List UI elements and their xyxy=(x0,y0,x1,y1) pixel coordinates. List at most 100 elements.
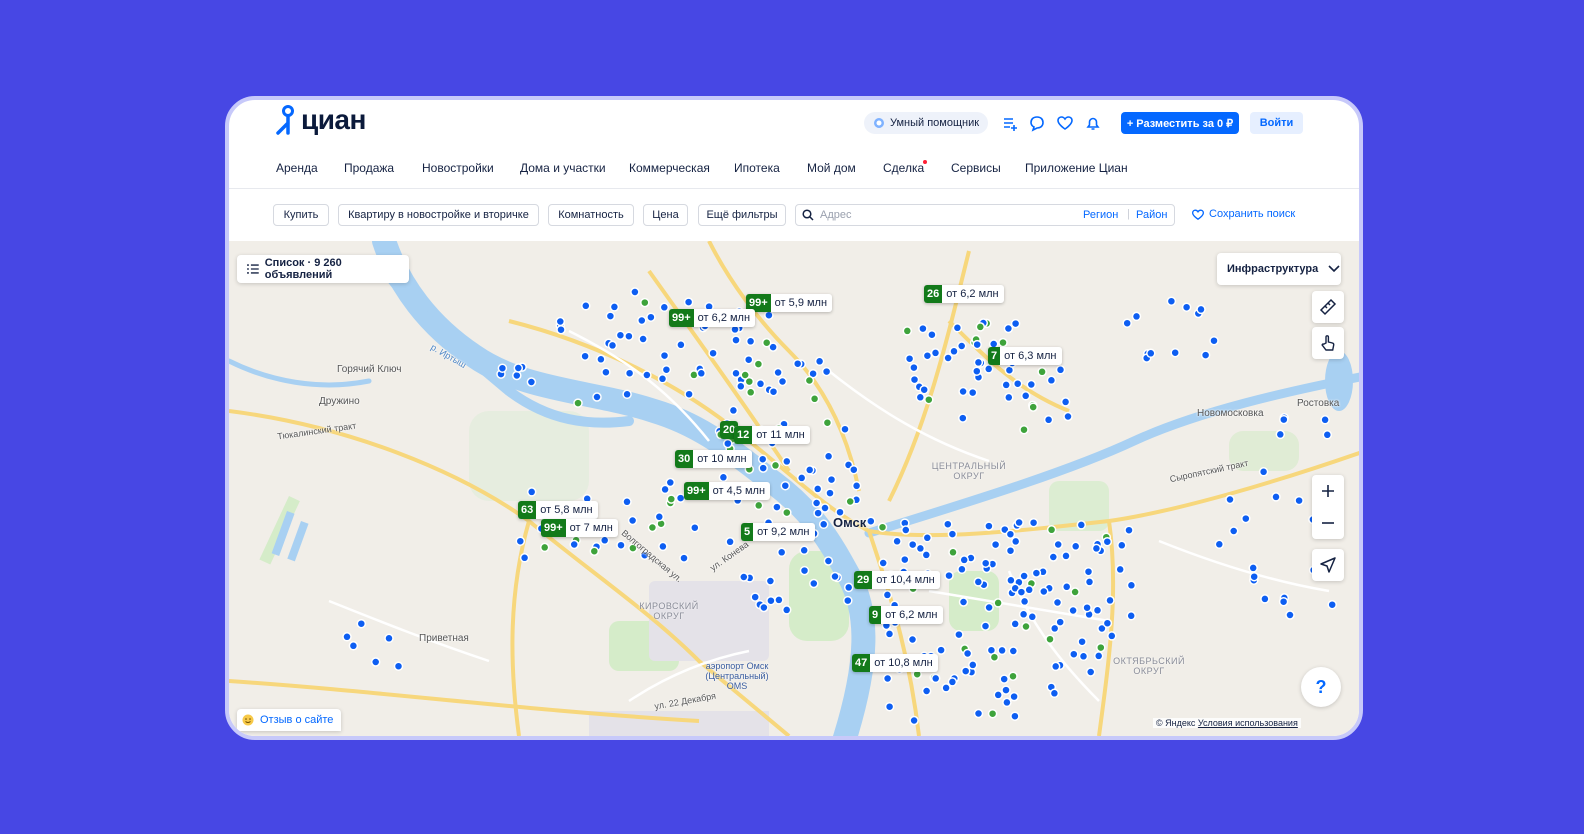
listing-dot[interactable] xyxy=(573,398,583,408)
listing-dot[interactable] xyxy=(773,367,783,378)
listing-dot[interactable] xyxy=(921,550,932,560)
listing-dot[interactable] xyxy=(1209,335,1219,346)
map[interactable]: Горячий Ключ Дружино Тюкалинский тракт П… xyxy=(229,241,1359,736)
listing-dot[interactable] xyxy=(1126,580,1137,591)
filter-button[interactable]: Цена xyxy=(643,204,688,226)
listing-dot[interactable] xyxy=(882,673,893,684)
listing-dot[interactable] xyxy=(1278,596,1289,607)
listing-dot[interactable] xyxy=(907,539,918,550)
listing-dot[interactable] xyxy=(1012,378,1023,389)
terms-link[interactable]: Условия использования xyxy=(1197,718,1298,728)
listing-dot[interactable] xyxy=(814,356,825,367)
listing-dot[interactable] xyxy=(930,348,941,358)
listing-dot[interactable] xyxy=(744,376,755,387)
listing-dot[interactable] xyxy=(1046,525,1057,535)
nav-item[interactable]: Ипотека xyxy=(734,161,780,175)
listing-dot[interactable] xyxy=(884,629,895,639)
listing-dot[interactable] xyxy=(539,542,550,553)
listing-dot[interactable] xyxy=(348,641,359,651)
listing-dot[interactable] xyxy=(1248,563,1258,573)
listing-dot[interactable] xyxy=(1055,365,1066,375)
listing-dot[interactable] xyxy=(983,364,994,374)
listing-dot[interactable] xyxy=(384,633,394,644)
listing-dot[interactable] xyxy=(750,592,760,602)
price-marker[interactable]: 7 от 6,3 млн xyxy=(988,347,1062,365)
listing-dot[interactable] xyxy=(993,690,1003,700)
nav-item[interactable]: Новостройки xyxy=(422,161,494,175)
listing-dot[interactable] xyxy=(1097,623,1107,634)
listing-dot[interactable] xyxy=(892,536,902,547)
listing-dot[interactable] xyxy=(690,522,700,533)
logo[interactable]: циан xyxy=(275,104,366,136)
save-search[interactable]: Сохранить поиск xyxy=(1192,208,1295,220)
listing-dot[interactable] xyxy=(647,522,658,533)
listing-dot[interactable] xyxy=(922,350,933,361)
listing-dot[interactable] xyxy=(1010,619,1020,629)
listing-dot[interactable] xyxy=(684,389,694,399)
listing-dot[interactable] xyxy=(630,287,640,297)
listing-dot[interactable] xyxy=(764,310,774,320)
listing-dot[interactable] xyxy=(936,645,946,655)
listing-dot[interactable] xyxy=(622,389,632,400)
listing-dot[interactable] xyxy=(638,334,648,344)
filter-button[interactable]: Квартиру в новостройке и вторичке xyxy=(338,204,539,226)
listing-dot[interactable] xyxy=(1048,552,1059,562)
listing-dot[interactable] xyxy=(765,576,776,586)
listing-dot[interactable] xyxy=(1275,429,1286,440)
listing-dot[interactable] xyxy=(1249,571,1259,582)
listing-dot[interactable] xyxy=(1070,587,1080,597)
listing-dot[interactable] xyxy=(639,550,650,560)
listing-dot[interactable] xyxy=(515,536,526,546)
listing-dot[interactable] xyxy=(1131,311,1142,322)
listing-dot[interactable] xyxy=(599,535,610,546)
listing-dot[interactable] xyxy=(1124,525,1134,535)
listing-dot[interactable] xyxy=(915,543,926,554)
listing-dot[interactable] xyxy=(823,556,834,566)
listing-dot[interactable] xyxy=(1060,397,1071,407)
listing-dot[interactable] xyxy=(952,323,963,333)
listing-dot[interactable] xyxy=(949,346,959,357)
listing-dot[interactable] xyxy=(753,500,764,511)
listing-dot[interactable] xyxy=(777,376,788,387)
nav-item[interactable]: Коммерческая xyxy=(629,161,710,175)
listing-dot[interactable] xyxy=(1091,543,1102,554)
listing-dot[interactable] xyxy=(782,456,792,467)
listing-dot[interactable] xyxy=(984,521,994,531)
price-marker[interactable]: 9 от 6,2 млн xyxy=(869,606,943,624)
listing-dot[interactable] xyxy=(1078,651,1089,662)
listing-dot[interactable] xyxy=(973,357,984,368)
listing-dot[interactable] xyxy=(757,454,768,464)
price-marker[interactable]: 30 от 10 млн xyxy=(675,450,752,468)
listing-dot[interactable] xyxy=(1069,649,1079,659)
listing-dot[interactable] xyxy=(1320,415,1330,425)
notifications-icon[interactable] xyxy=(1084,114,1102,132)
listing-dot[interactable] xyxy=(1001,685,1011,695)
listing-dot[interactable] xyxy=(1037,367,1047,377)
listing-dot[interactable] xyxy=(708,348,718,358)
listing-dot[interactable] xyxy=(659,350,670,361)
listing-dot[interactable] xyxy=(1166,296,1177,306)
listing-dot[interactable] xyxy=(1045,634,1055,644)
listing-dot[interactable] xyxy=(770,460,781,471)
listing-dot[interactable] xyxy=(1052,597,1063,608)
zoom-out[interactable] xyxy=(1321,516,1335,530)
listing-dot[interactable] xyxy=(592,392,602,402)
listing-dot[interactable] xyxy=(1214,539,1225,550)
listing-dot[interactable] xyxy=(958,413,968,423)
hand-button[interactable] xyxy=(1312,327,1344,359)
listing-dot[interactable] xyxy=(725,537,735,547)
listing-dot[interactable] xyxy=(743,354,754,365)
listing-dot[interactable] xyxy=(1196,304,1206,315)
listing-dot[interactable] xyxy=(1055,617,1065,627)
listing-dot[interactable] xyxy=(1027,612,1038,622)
listing-dot[interactable] xyxy=(823,451,834,462)
listing-dot[interactable] xyxy=(1046,375,1057,386)
listing-dot[interactable] xyxy=(957,564,967,575)
listing-dot[interactable] xyxy=(1181,302,1192,312)
listing-dot[interactable] xyxy=(980,621,991,631)
listing-dot[interactable] xyxy=(370,657,381,667)
compare-icon[interactable] xyxy=(1001,114,1019,132)
listing-dot[interactable] xyxy=(958,597,969,607)
listing-dot[interactable] xyxy=(1008,646,1019,656)
listing-dot[interactable] xyxy=(822,417,833,428)
